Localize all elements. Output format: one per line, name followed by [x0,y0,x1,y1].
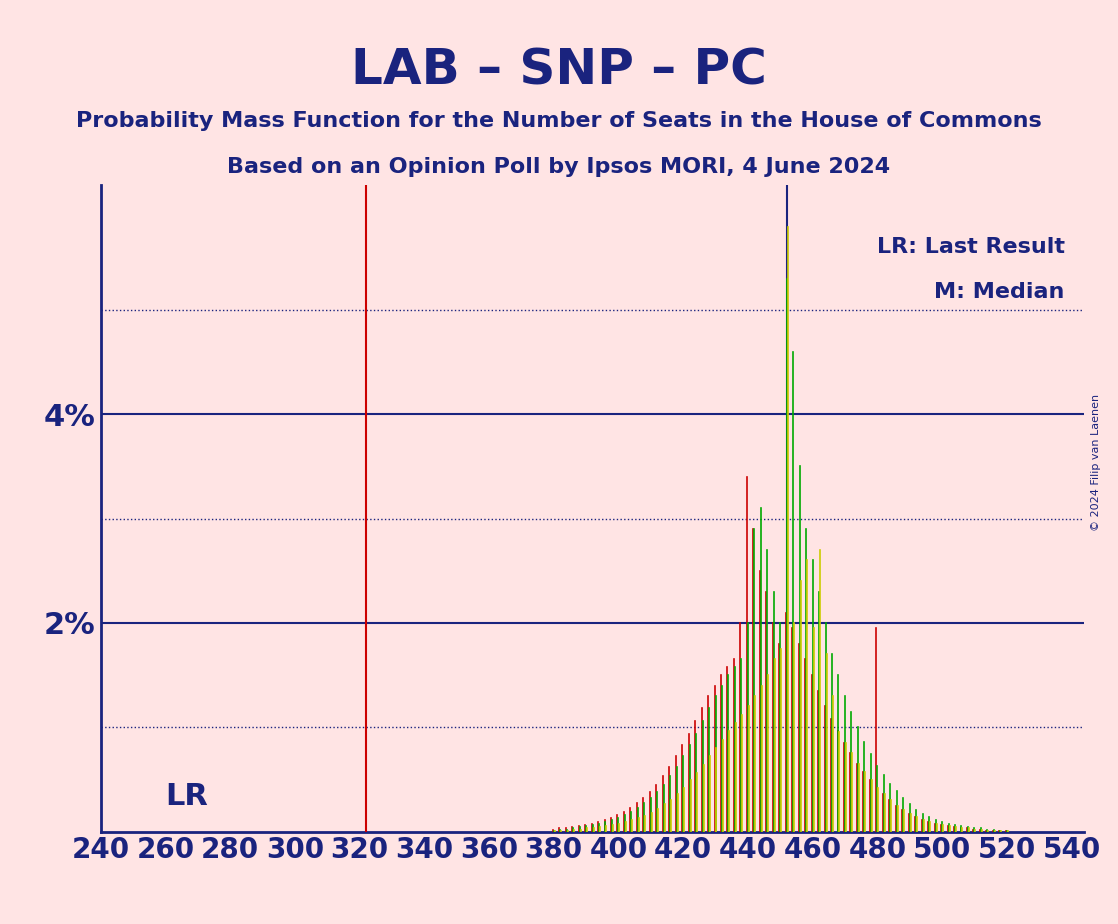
Text: M: Median: M: Median [935,282,1064,302]
Text: LAB – SNP – PC: LAB – SNP – PC [351,46,767,94]
Text: LR: Last Result: LR: Last Result [877,237,1064,257]
Text: LR: LR [165,782,208,810]
Text: Probability Mass Function for the Number of Seats in the House of Commons: Probability Mass Function for the Number… [76,111,1042,131]
Text: © 2024 Filip van Laenen: © 2024 Filip van Laenen [1091,394,1101,530]
Text: Based on an Opinion Poll by Ipsos MORI, 4 June 2024: Based on an Opinion Poll by Ipsos MORI, … [227,157,891,177]
